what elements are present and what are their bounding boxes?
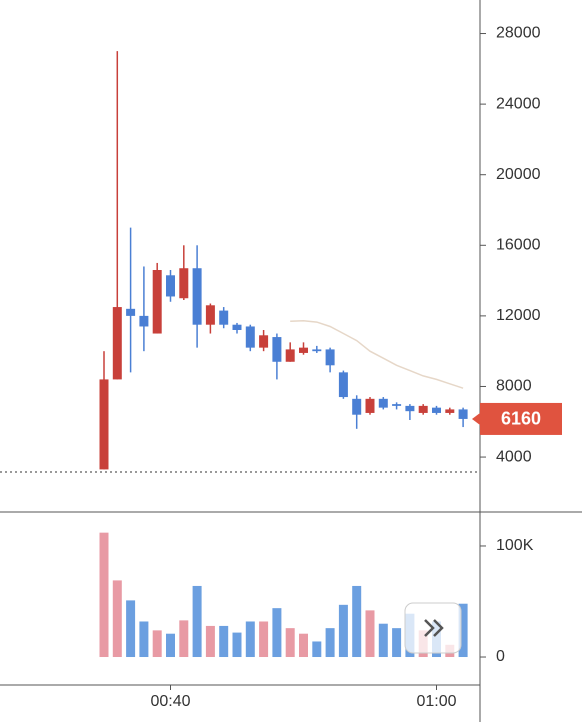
candle-body — [352, 398, 362, 415]
candle-body — [219, 310, 229, 325]
candle-body — [112, 307, 122, 380]
volume-bar — [458, 603, 468, 658]
y-tick-label: 12000 — [496, 307, 541, 324]
volume-bar — [312, 641, 322, 658]
candle-body — [99, 379, 109, 470]
volume-y-tick-label: 100K — [496, 537, 534, 554]
volume-bar — [179, 620, 189, 658]
candle-body — [245, 326, 255, 348]
volume-bar — [192, 585, 202, 658]
candle-body — [458, 409, 468, 419]
volume-bar — [152, 630, 162, 658]
candle-body — [152, 270, 162, 334]
volume-bar — [392, 628, 402, 658]
last-price-arrow — [472, 412, 480, 425]
volume-bar — [285, 628, 295, 658]
candle-body — [285, 349, 295, 362]
candle-body — [166, 275, 175, 297]
volume-bar — [365, 610, 375, 658]
volume-bar — [299, 633, 308, 658]
candle-body — [432, 407, 441, 413]
candle-body — [378, 398, 388, 408]
y-tick-label: 16000 — [496, 237, 541, 254]
x-tick-label: 01:00 — [416, 693, 456, 710]
candle-body — [338, 372, 348, 398]
candle-body — [126, 308, 136, 316]
volume-y-tick-label: 0 — [496, 648, 505, 665]
volume-bar — [139, 621, 149, 658]
scroll-button-icon — [424, 619, 444, 637]
candle-body — [365, 398, 375, 413]
volume-bar — [272, 608, 282, 658]
last-price-box — [480, 402, 562, 435]
candle-body — [205, 305, 215, 325]
y-tick-label: 20000 — [496, 166, 541, 183]
candle-body — [405, 405, 415, 412]
candle-body — [325, 349, 335, 366]
volume-bar — [166, 633, 175, 658]
volume-bar — [325, 628, 335, 658]
volume-bar — [99, 532, 109, 658]
y-tick-label: 24000 — [496, 95, 541, 112]
volume-bar — [126, 600, 136, 658]
volume-bar — [205, 625, 215, 658]
candle-body — [299, 347, 308, 353]
candle-body — [192, 268, 202, 325]
y-tick-label: 8000 — [496, 378, 532, 395]
scroll-button[interactable] — [404, 602, 462, 654]
last-price-label: 6160 — [501, 409, 541, 429]
candle-body — [272, 337, 282, 362]
volume-bar — [352, 585, 362, 658]
volume-bar — [112, 580, 122, 658]
volume-bar — [378, 623, 388, 658]
candle-body — [179, 268, 189, 299]
volume-bar — [338, 604, 348, 658]
moving-average — [290, 320, 464, 389]
candle-body — [259, 335, 269, 348]
y-tick-label: 28000 — [496, 25, 541, 42]
candle-body — [232, 324, 242, 330]
volume-bar — [259, 621, 269, 658]
candle-body — [392, 404, 402, 406]
y-tick-label: 4000 — [496, 448, 532, 465]
candle-body — [445, 409, 455, 413]
candle-body — [139, 315, 149, 327]
volume-bar — [232, 632, 242, 658]
candle-body — [312, 349, 322, 352]
volume-bar — [219, 625, 229, 658]
volume-bar — [245, 621, 255, 658]
x-tick-label: 00:40 — [150, 693, 190, 710]
candle-body — [418, 405, 428, 413]
